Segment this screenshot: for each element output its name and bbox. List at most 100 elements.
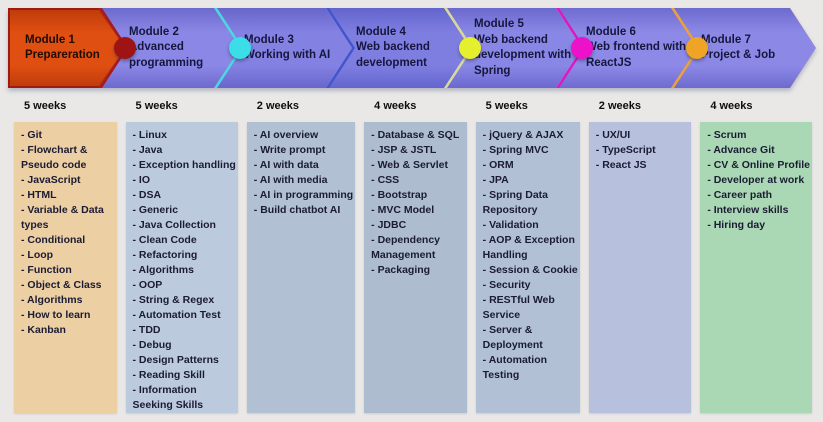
- topic-line: - CSS: [371, 174, 400, 186]
- topic-line: - Generic: [132, 204, 179, 216]
- topic-line: - Bootstrap: [371, 189, 428, 201]
- topic-item: - CSS: [371, 173, 465, 188]
- topic-line: - ORM: [482, 159, 514, 171]
- topic-item: - JSP & JSTL: [371, 143, 465, 158]
- topic-item: - Career path: [707, 188, 810, 203]
- module-subtitle: Advanced programming: [129, 41, 204, 69]
- topic-line: - Packaging: [371, 264, 431, 276]
- topic-line: - UX/UI: [595, 129, 631, 141]
- topic-line: - Refactoring: [132, 249, 198, 261]
- topic-item: - Algorithms: [21, 293, 115, 308]
- topic-item: - AI overview: [254, 128, 353, 143]
- topic-line: - Developer at work: [707, 174, 805, 186]
- topic-item: - Refactoring: [133, 248, 236, 263]
- duration-label: 2 weeks: [256, 100, 299, 112]
- topic-line: Pseudo code: [21, 159, 87, 171]
- topic-item: - JPA: [483, 173, 578, 188]
- topic-item: - Write prompt: [254, 143, 353, 158]
- topic-item: - Java: [133, 143, 236, 158]
- topic-line: - Scrum: [707, 129, 747, 141]
- module-subtitle: Project & Job: [701, 49, 776, 61]
- topic-item: - Server & Deployment: [483, 323, 578, 353]
- topics-box: - AI overview - Write prompt - AI with dat…: [246, 122, 356, 413]
- topic-item: - Reading Skill: [133, 368, 236, 383]
- topic-item: - Exception handling: [133, 158, 236, 173]
- milestone-dot-1: [114, 37, 136, 59]
- topic-line: - Kanban: [21, 324, 66, 336]
- module-column-2: 5 weeks - Linux - Java - Exception handling…: [125, 88, 238, 413]
- module-title: Module 4: [356, 25, 406, 38]
- module-column-7: 4 weeks - Scrum - Advance Git - CV & Online…: [700, 88, 812, 413]
- topic-item: - AI in programming: [254, 188, 353, 203]
- topic-line: - Function: [21, 264, 72, 276]
- topic-line: - Exception handling: [132, 159, 236, 171]
- topic-item: - React JS: [596, 158, 690, 173]
- topic-item: - Bootstrap: [371, 188, 465, 203]
- module-subtitle: Prepareration: [25, 49, 100, 61]
- topic-item: - HTML: [21, 188, 115, 203]
- topic-line: - Validation: [482, 219, 539, 231]
- milestone-dot-6: [686, 37, 708, 59]
- topic-line: - Advance Git: [707, 144, 775, 156]
- milestone-dot-5: [571, 37, 593, 59]
- topic-item: - Developer at work: [707, 173, 810, 188]
- topic-line: - Automation Test: [132, 309, 221, 321]
- module-column-6: 2 weeks - UX/UI - TypeScript - React JS: [588, 88, 692, 413]
- topic-item: - Spring MVC: [483, 143, 578, 158]
- duration-label: 5 weeks: [135, 100, 178, 112]
- topic-line: - String & Regex: [132, 294, 215, 306]
- topic-line: - TDD: [132, 324, 161, 336]
- topic-item: - Function: [21, 263, 115, 278]
- module-column-5: 5 weeks - jQuery & AJAX - Spring MVC - ORM -…: [475, 88, 580, 413]
- topic-line: - Git: [21, 129, 42, 141]
- topic-item: - Algorithms: [133, 263, 236, 278]
- topic-line: - Dependency: [371, 234, 441, 246]
- topic-line: Service: [482, 309, 521, 321]
- topic-item: - Spring Data Repository: [483, 188, 578, 218]
- topics-box: - Scrum - Advance Git - CV & Online Profil…: [700, 122, 812, 413]
- topic-line: - Debug: [132, 339, 172, 351]
- topic-line: - MVC Model: [371, 204, 435, 216]
- topic-item: - Automation Testing: [483, 353, 578, 383]
- topic-item: - Web & Servlet: [371, 158, 465, 173]
- topic-item: - Build chatbot AI: [254, 203, 353, 218]
- topic-item: - Automation Test: [133, 308, 236, 323]
- topic-item: - Session & Cookie: [483, 263, 578, 278]
- topics-box: - Database & SQL - JSP & JSTL - Web & Serv…: [364, 122, 467, 413]
- topic-line: - Database & SQL: [371, 129, 460, 141]
- topics-box: - Git - Flowchart & Pseudo code - JavaScrip…: [14, 122, 117, 413]
- topic-item: - Validation: [483, 218, 578, 233]
- topic-line: - TypeScript: [595, 144, 656, 156]
- topic-line: - Web & Servlet: [371, 159, 448, 171]
- topic-line: - Object & Class: [21, 279, 102, 291]
- topic-item: - JDBC: [371, 218, 465, 233]
- topic-line: - Security: [482, 279, 531, 291]
- module-column-1: 5 weeks - Git - Flowchart & Pseudo code - Ja…: [14, 88, 117, 413]
- module-title: Module 2: [129, 25, 179, 38]
- topic-line: - Java Collection: [132, 219, 216, 231]
- topic-item: - Conditional: [21, 233, 115, 248]
- topic-item: - Git: [21, 128, 115, 143]
- module-title: Module 1: [25, 33, 75, 46]
- module-subtitle: Working with AI: [244, 49, 331, 61]
- topic-line: - AI overview: [253, 129, 319, 141]
- topic-item: - Kanban: [21, 323, 115, 338]
- topic-item: - Object & Class: [21, 278, 115, 293]
- topic-item: - Hiring day: [707, 218, 810, 233]
- topic-item: - RESTful Web Service: [483, 293, 578, 323]
- topic-line: - Spring MVC: [482, 144, 549, 156]
- topic-item: - Linux: [133, 128, 236, 143]
- topic-line: - Java: [132, 144, 163, 156]
- topic-item: - DSA: [133, 188, 236, 203]
- duration-label: 4 weeks: [374, 100, 417, 112]
- duration-label: 5 weeks: [485, 100, 528, 112]
- topic-line: - JPA: [482, 174, 509, 186]
- module-chevron-body: Module 5 Web backend development with Spr…: [447, 8, 582, 88]
- topic-line: - OOP: [132, 279, 163, 291]
- module-chevron-1: Module 1 Prepareration: [8, 8, 125, 88]
- topics-box: - UX/UI - TypeScript - React JS: [588, 122, 692, 413]
- topic-line: - AOP & Exception: [482, 234, 575, 246]
- topic-line: - DSA: [132, 189, 162, 201]
- topic-line: - Algorithms: [21, 294, 83, 306]
